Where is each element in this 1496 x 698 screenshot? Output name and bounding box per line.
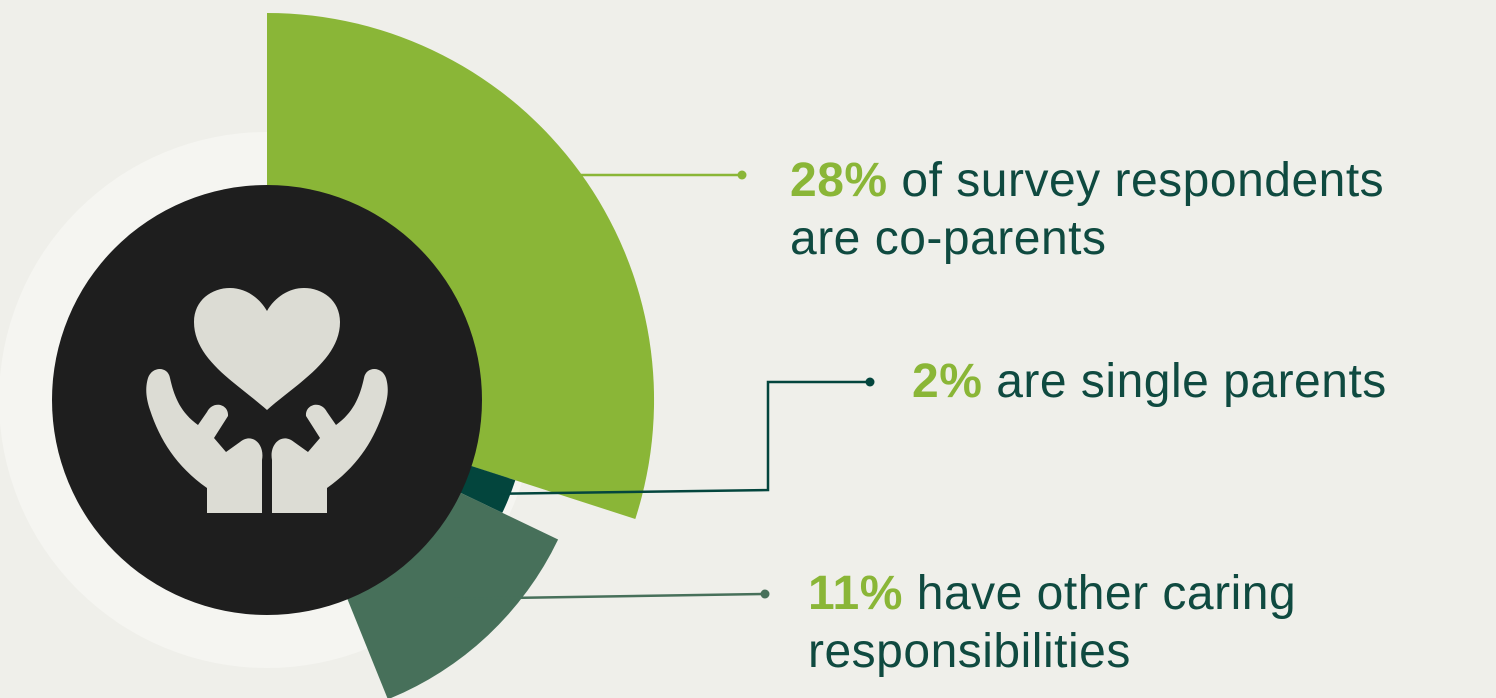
leader-line (501, 380, 870, 496)
callout-text-line2: responsibilities (808, 625, 1131, 678)
callout-text-line1: of survey respondents (887, 154, 1385, 207)
callout-text-line2: are co-parents (790, 212, 1107, 265)
callout-co-parents: 28% of survey respondents are co-parents (790, 152, 1384, 268)
leader-dot (760, 589, 770, 599)
callout-text-line1: are single parents (982, 355, 1387, 408)
leader-line (453, 592, 766, 601)
callout-percentage: 11% (808, 567, 903, 620)
callout-percentage: 28% (790, 154, 888, 207)
callout-single-parents: 2% are single parents (912, 353, 1387, 411)
leader-dot (737, 170, 747, 180)
leader-dot (865, 377, 875, 387)
callout-percentage: 2% (912, 355, 983, 408)
callout-text-line1: have other caring (902, 567, 1297, 620)
callout-other-caring: 11% have other caring responsibilities (808, 565, 1296, 681)
hands-holding-heart-icon (146, 288, 388, 513)
